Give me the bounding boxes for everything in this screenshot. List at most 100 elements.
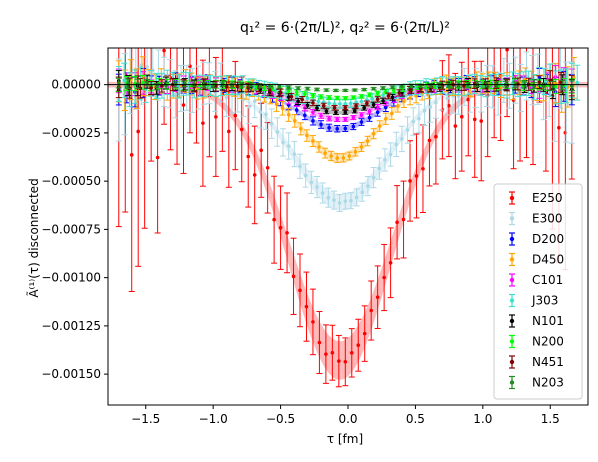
- data-point: [341, 156, 346, 160]
- data-point: [397, 91, 402, 95]
- data-point: [427, 138, 432, 143]
- data-point: [453, 124, 458, 128]
- data-point: [382, 275, 386, 280]
- data-point: [136, 129, 141, 134]
- data-point: [383, 116, 388, 121]
- data-point: [300, 97, 304, 102]
- data-point: [149, 86, 153, 90]
- data-point: [343, 360, 348, 364]
- data-point: [422, 108, 427, 113]
- data-point: [354, 104, 358, 108]
- data-point: [337, 359, 341, 363]
- data-point: [479, 119, 484, 123]
- data-point: [224, 95, 229, 100]
- data-point: [227, 129, 231, 134]
- data-point: [535, 86, 540, 90]
- data-point: [278, 90, 283, 95]
- data-point: [414, 174, 419, 178]
- data-point: [296, 99, 300, 104]
- data-point: [408, 96, 412, 100]
- data-point: [334, 88, 338, 93]
- data-point: [305, 103, 310, 108]
- data-point: [359, 120, 364, 124]
- data-point: [311, 93, 315, 98]
- data-point: [349, 198, 353, 203]
- data-point: [264, 112, 268, 116]
- data-point: [445, 96, 450, 101]
- data-point: [343, 199, 348, 203]
- data-point: [359, 99, 364, 104]
- data-point: [352, 109, 357, 113]
- data-point: [545, 83, 550, 88]
- data-point: [280, 106, 285, 110]
- data-point: [330, 350, 335, 355]
- data-point: [371, 86, 376, 91]
- data-point: [324, 88, 329, 92]
- data-point: [154, 84, 159, 89]
- y-tick-label: −0.00150: [41, 367, 101, 381]
- data-point: [286, 85, 291, 90]
- data-point: [305, 133, 309, 138]
- data-point: [122, 78, 126, 83]
- legend-label: D200: [532, 232, 564, 246]
- legend-box: [493, 183, 583, 400]
- data-point: [233, 113, 238, 118]
- data-point: [408, 179, 412, 183]
- data-point: [395, 220, 399, 225]
- data-point: [353, 149, 358, 154]
- data-point: [354, 195, 359, 200]
- series-n451: [115, 70, 575, 111]
- data-point: [324, 352, 328, 356]
- data-point: [298, 164, 302, 169]
- data-point: [538, 25, 542, 29]
- data-point: [246, 154, 251, 159]
- y-tick-label: −0.00025: [41, 126, 101, 140]
- data-point: [408, 88, 412, 92]
- data-point: [367, 93, 372, 97]
- legend-marker: [509, 318, 515, 324]
- axes: −1.5 −1.0 −0.5 0.0 0.5 1.0 1.5 0.00000 −0.00025 −…: [41, 47, 589, 426]
- data-point: [298, 288, 302, 293]
- data-point: [405, 128, 410, 132]
- data-point: [320, 191, 325, 195]
- x-tick-label: −1.0: [199, 412, 228, 426]
- data-point: [347, 154, 352, 158]
- data-point: [129, 153, 134, 157]
- data-point: [553, 84, 558, 89]
- legend-marker: [509, 236, 515, 242]
- y-tick-label: 0.00000: [51, 78, 101, 92]
- legend-label: E250: [532, 191, 563, 205]
- data-point: [292, 152, 297, 156]
- data-point: [475, 82, 480, 86]
- data-point: [343, 88, 348, 93]
- data-point: [294, 108, 299, 112]
- data-point: [343, 117, 348, 122]
- data-point: [447, 83, 451, 88]
- x-axis-label: τ [fm]: [327, 432, 363, 446]
- data-point: [311, 101, 315, 105]
- data-point: [309, 180, 314, 185]
- data-point: [326, 195, 331, 200]
- data-point: [162, 48, 166, 53]
- data-point: [335, 96, 340, 100]
- data-point: [371, 175, 376, 180]
- data-point: [267, 88, 272, 93]
- data-point: [390, 85, 395, 90]
- data-point: [390, 111, 394, 116]
- data-point: [396, 104, 400, 108]
- data-point: [173, 92, 178, 97]
- data-point: [428, 83, 433, 88]
- data-point: [348, 101, 353, 106]
- data-point: [375, 110, 380, 115]
- data-point: [343, 102, 348, 106]
- x-tick-label: 1.0: [473, 412, 492, 426]
- data-point: [181, 103, 186, 107]
- data-point: [434, 134, 438, 139]
- data-point: [304, 304, 309, 309]
- data-point: [354, 100, 358, 105]
- data-point: [375, 97, 380, 102]
- data-point: [359, 94, 364, 99]
- legend-entry-n203: N203: [509, 376, 564, 390]
